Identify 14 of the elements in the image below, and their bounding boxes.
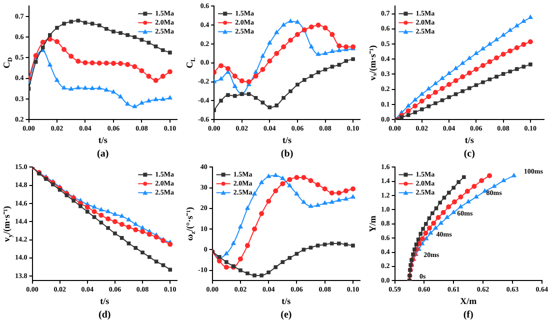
- text: (d): [98, 310, 111, 321]
- text: (b): [280, 148, 294, 160]
- x-axis-title: X/m: [460, 296, 478, 306]
- text: (f): [463, 310, 474, 321]
- text: (e): [280, 310, 292, 321]
- y-axis-title: vₓ/(m·s⁻¹): [367, 45, 378, 81]
- text: (c): [464, 148, 475, 160]
- x-axis-title: t/s: [464, 134, 474, 145]
- x-axis-title: t/s: [282, 134, 292, 145]
- y-axis-title: Y/m: [367, 215, 378, 232]
- x-axis-title: t/s: [98, 134, 108, 145]
- x-axis-title: t/s: [100, 296, 110, 306]
- text: (a): [97, 148, 109, 160]
- x-axis-title: t/s: [282, 296, 292, 306]
